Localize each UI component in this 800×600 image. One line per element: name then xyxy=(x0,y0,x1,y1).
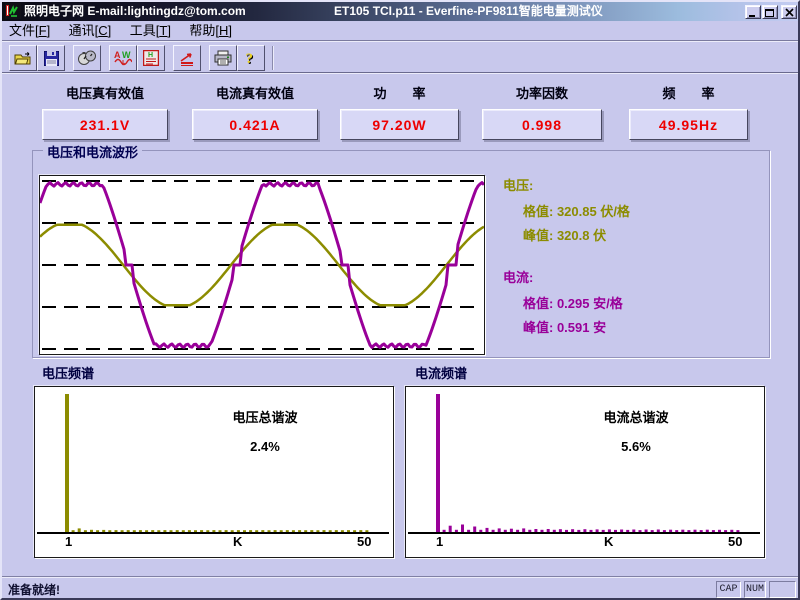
voltage-spectrum-label: 电压频谱 xyxy=(42,366,95,381)
minimize-icon xyxy=(749,14,755,17)
current-rms-label: 电流真有效值 xyxy=(215,86,294,101)
maximize-icon xyxy=(765,8,774,17)
current-spectrum-tick-1: 1 xyxy=(436,534,444,549)
save-button[interactable] xyxy=(37,45,65,71)
voltage-thd-title: 电压总谐波 xyxy=(232,410,298,425)
svg-text:H: H xyxy=(148,52,153,59)
harmonic-trend-icon xyxy=(180,52,193,66)
voltage-peak-reading: 峰值: 320.8 伏 xyxy=(523,228,607,243)
menu-tools[interactable]: 工具[T] xyxy=(129,23,171,38)
voltage-spectrum-tick-50: 50 xyxy=(357,534,372,549)
svg-text:?: ? xyxy=(246,51,254,66)
minimize-button[interactable] xyxy=(745,5,761,19)
waveform-groupbox: 电压和电流波形 电压: 格值: 320.85 伏/格 峰值: 320.8 伏 电… xyxy=(32,142,770,358)
current-spectrum-chart: 电流总谐波 5.6% 1 K 50 xyxy=(405,386,765,558)
waveform-groupbox-title: 电压和电流波形 xyxy=(43,142,143,161)
waveform-chart xyxy=(38,175,486,355)
app-icon xyxy=(5,3,21,19)
status-message: 准备就绪! xyxy=(8,583,60,597)
svg-text:W: W xyxy=(122,50,131,60)
meters-icon xyxy=(78,50,96,65)
current-readings-heading: 电流: xyxy=(503,270,534,285)
waveform-icon: A W xyxy=(114,50,132,66)
close-button[interactable] xyxy=(781,5,797,19)
title-bar[interactable]: 照明电子网 E-mail:lightingdz@tom.com ET105 TC… xyxy=(2,2,798,21)
current-thd-value: 5.6% xyxy=(621,439,651,454)
power-label: 功 率 xyxy=(373,86,426,101)
power-factor-display: 0.998 xyxy=(482,109,602,140)
frequency-display: 49.95Hz xyxy=(629,109,748,140)
open-button[interactable] xyxy=(9,45,37,71)
frequency-label: 频 率 xyxy=(662,86,715,101)
toolbar-separator xyxy=(272,46,274,70)
status-bar xyxy=(2,578,798,598)
menu-comm[interactable]: 通讯[C] xyxy=(68,23,112,38)
help-button[interactable]: ? ? xyxy=(237,45,265,71)
voltage-spectrum-tick-1: 1 xyxy=(65,534,73,549)
current-rms-display: 0.421A xyxy=(192,109,318,140)
voltage-scale-reading: 格值: 320.85 伏/格 xyxy=(523,204,630,219)
menu-help[interactable]: 帮助[H] xyxy=(189,23,233,38)
save-floppy-icon xyxy=(43,50,59,66)
voltage-spectrum-tick-k: K xyxy=(233,534,243,549)
maximize-button[interactable] xyxy=(762,5,778,19)
current-spectrum-label: 电流频谱 xyxy=(415,366,468,381)
print-button[interactable] xyxy=(209,45,237,71)
power-factor-label: 功率因数 xyxy=(515,86,568,101)
current-thd-title: 电流总谐波 xyxy=(603,410,669,425)
current-scale-reading: 格值: 0.295 安/格 xyxy=(523,296,623,311)
window-title-main: ET105 TCI.p11 - Everfine-PF9811智能电量测试仪 xyxy=(334,4,603,18)
status-num-indicator: NUM xyxy=(744,581,766,598)
current-spectrum-tick-k: K xyxy=(604,534,614,549)
current-peak-reading: 峰值: 0.591 安 xyxy=(523,320,607,335)
status-empty-indicator xyxy=(769,581,796,598)
help-icon: ? ? xyxy=(246,51,255,66)
close-icon xyxy=(784,7,794,17)
svg-text:?: ? xyxy=(247,52,255,66)
waveform-view-button[interactable]: A W xyxy=(109,45,137,71)
statusbar-separator xyxy=(2,576,798,578)
current-spectrum-tick-50: 50 xyxy=(728,534,743,549)
harmonic-table-icon: H xyxy=(143,50,159,66)
printer-icon xyxy=(214,50,232,66)
voltage-rms-label: 电压真有效值 xyxy=(65,86,144,101)
voltage-rms-display: 231.1V xyxy=(42,109,168,140)
menu-file[interactable]: 文件[F] xyxy=(9,23,51,38)
meters-button[interactable] xyxy=(73,45,101,71)
voltage-readings-heading: 电压: xyxy=(503,178,534,193)
open-folder-icon xyxy=(14,51,31,64)
power-display: 97.20W xyxy=(340,109,459,140)
harmonic-trend-button[interactable] xyxy=(173,45,201,71)
window-title-left: 照明电子网 E-mail:lightingdz@tom.com xyxy=(24,4,246,18)
voltage-thd-value: 2.4% xyxy=(250,439,280,454)
status-cap-indicator: CAP xyxy=(716,581,741,598)
menu-bar: 文件[F] 通讯[C] 工具[T] 帮助[H] xyxy=(2,21,798,41)
toolbar: A W H xyxy=(2,43,798,73)
voltage-spectrum-chart: 电压总谐波 2.4% 1 K 50 xyxy=(34,386,394,558)
harmonic-table-button[interactable]: H xyxy=(137,45,165,71)
svg-text:A: A xyxy=(114,50,121,60)
